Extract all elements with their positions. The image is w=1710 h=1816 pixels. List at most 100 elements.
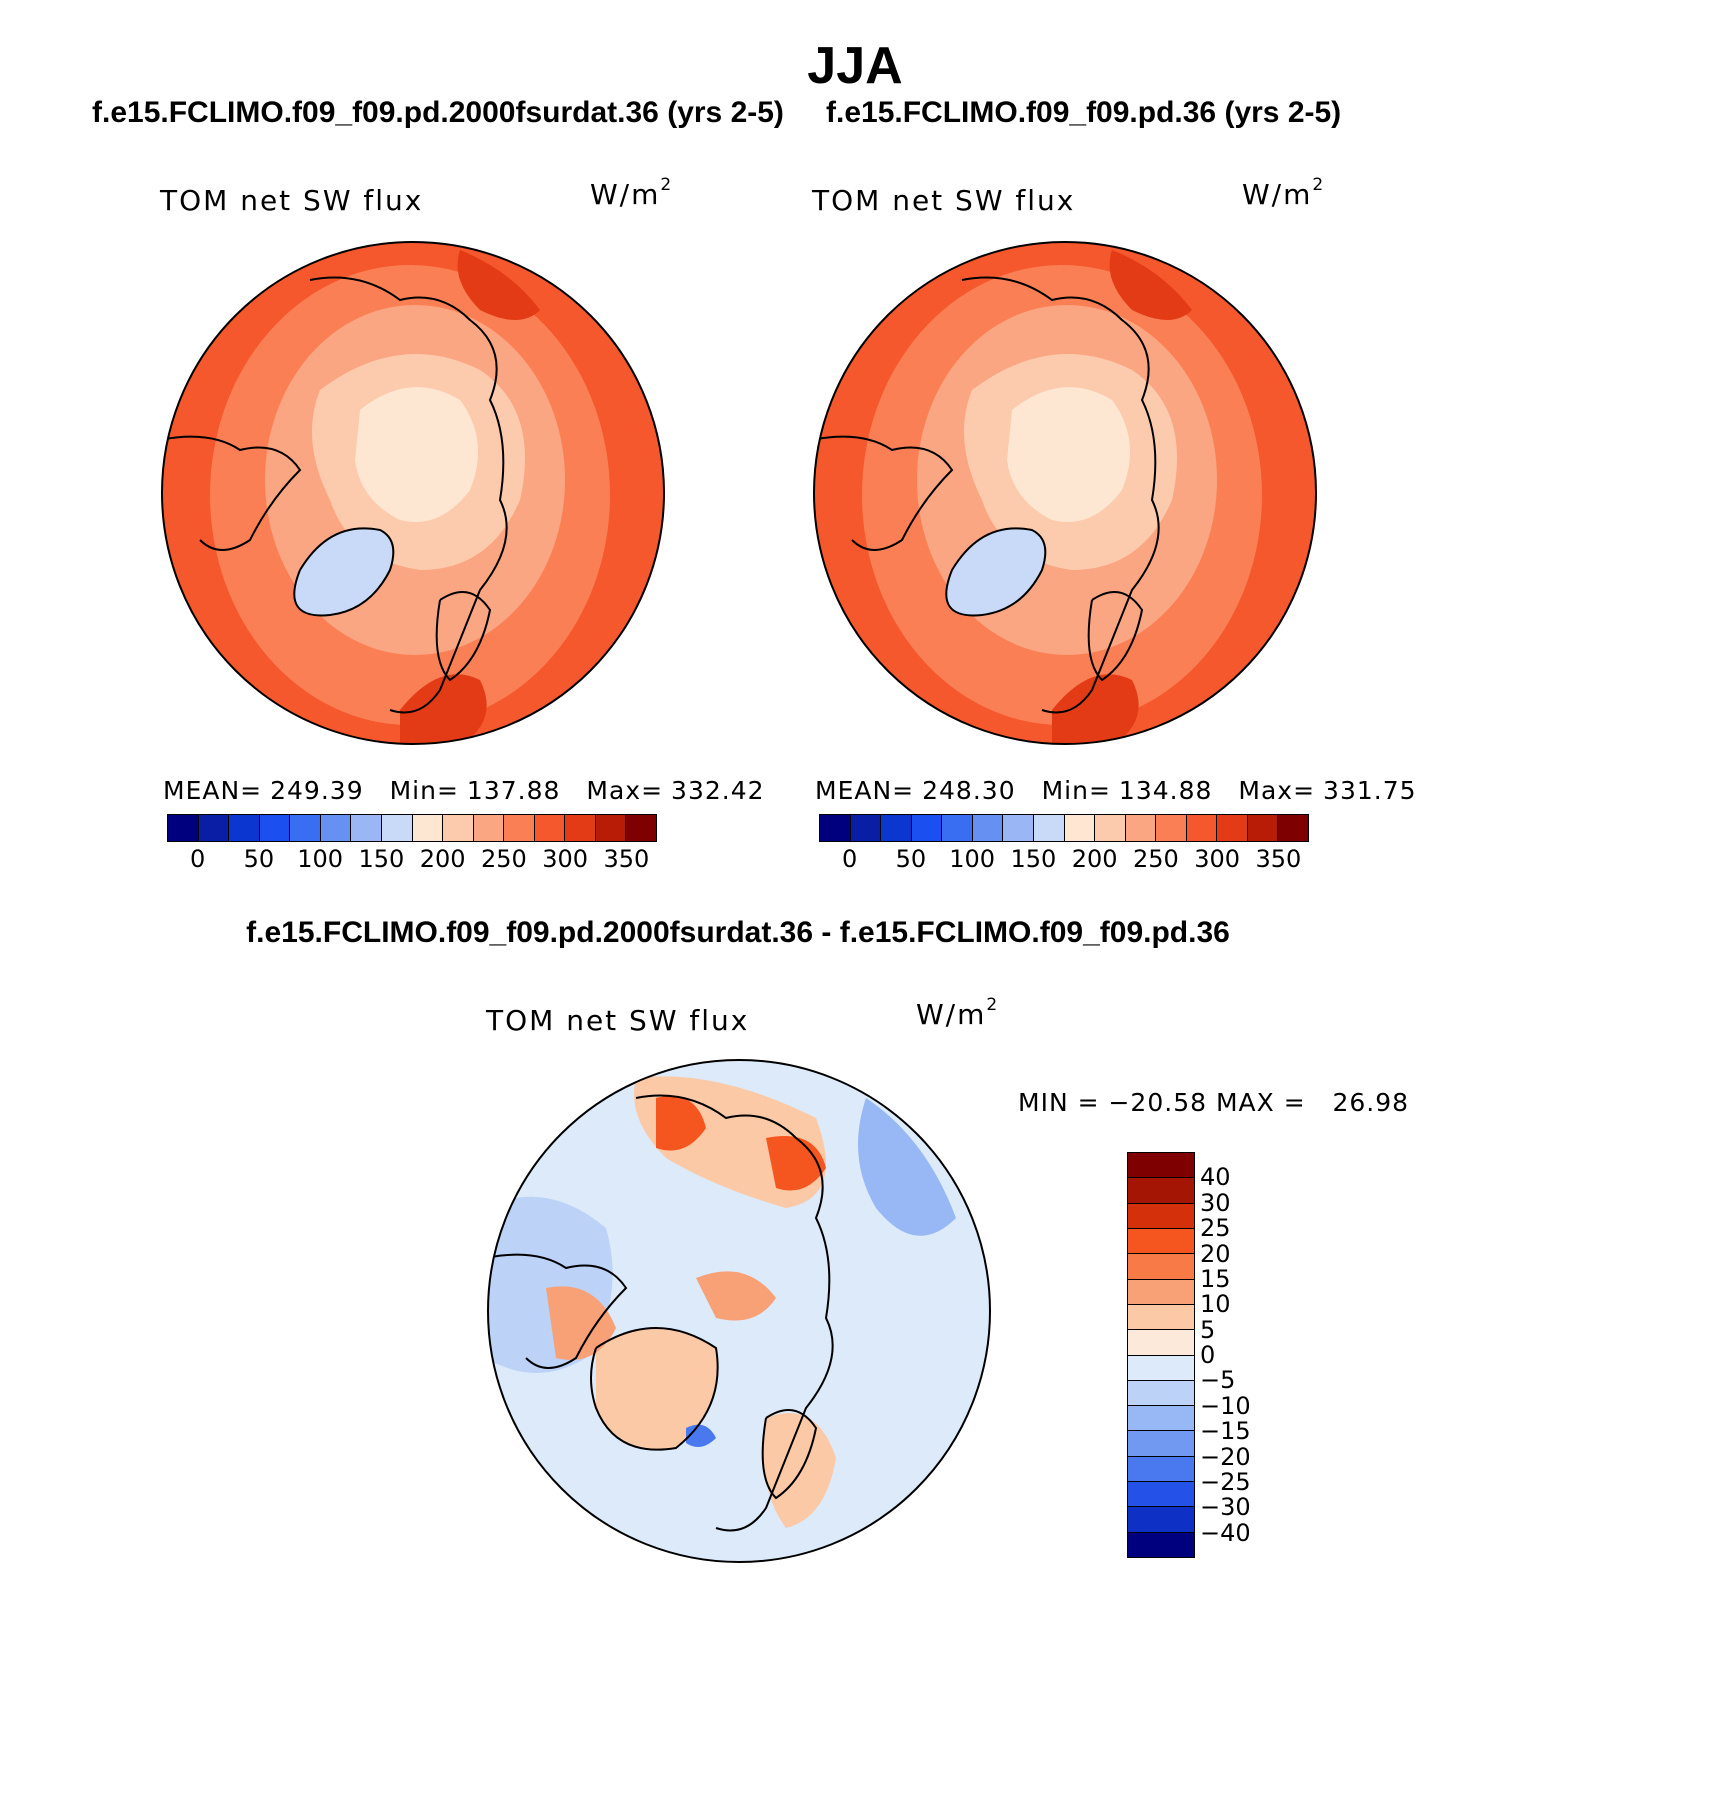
diff-coast-greenland	[590, 1327, 719, 1451]
diff-colorbar-cell	[1128, 1254, 1194, 1280]
panel1-colorbar-cell	[381, 815, 413, 841]
panel2-colorbar-tick-label: 50	[895, 845, 927, 873]
diff-coast-eurasia	[635, 1094, 834, 1532]
panel1-colorbar-tick-label: 200	[419, 845, 466, 873]
panel2-map-border	[813, 241, 1317, 745]
diff-colorbar-cell	[1128, 1380, 1194, 1407]
panel1-colorbar	[167, 814, 657, 842]
panel2-coast-greenland	[945, 527, 1047, 617]
panel2-colorbar-cell	[1064, 815, 1096, 841]
diff-field-warm-europe	[763, 1413, 836, 1528]
panel1-colorbar-cell	[168, 815, 199, 841]
panel2-colorbar-cell	[881, 815, 912, 841]
diff-colorbar-cell	[1128, 1456, 1194, 1483]
panel1-colorbar-tick-label: 100	[297, 845, 344, 873]
diff-field-hot-asia	[656, 1096, 706, 1151]
panel1-colorbar-cell	[351, 815, 382, 841]
panel1-variable-label: TOM net SW flux	[160, 184, 424, 217]
panel2-polar-map	[813, 241, 1317, 745]
panel2-field-pole	[1007, 387, 1130, 522]
panel2-coast-eurasia	[961, 276, 1160, 714]
panel2-colorbar-tick-label: 350	[1255, 845, 1302, 873]
panel1-colorbar-cell	[443, 815, 474, 841]
panel1-mean-label: MEAN=	[163, 776, 263, 805]
panel2-colorbar-tick-label: 100	[949, 845, 996, 873]
diff-colorbar-cell	[1128, 1203, 1194, 1229]
panel2-colorbar-cell	[850, 815, 882, 841]
panel2-units: W/m2	[1242, 174, 1326, 211]
panel2-stats: MEAN= 248.30 Min= 134.88 Max= 331.75	[815, 776, 1417, 805]
panel2-colorbar-ticks: 0 50 100 150 200 250 300 350	[819, 845, 1309, 875]
panel2-colorbar-cell	[1003, 815, 1034, 841]
diff-colorbar	[1127, 1152, 1195, 1558]
diff-colorbar-tick-label: −20	[1200, 1442, 1251, 1471]
diff-case-title: f.e15.FCLIMO.f09_f09.pd.2000fsurdat.36 -…	[246, 916, 1230, 949]
diff-colorbar-ticks: 40 30 25 20 15 10 5 0 −5 −10 −15 −20 −25 −30 −40	[1200, 1152, 1280, 1558]
panel2-variable-label: TOM net SW flux	[812, 184, 1076, 217]
diff-colorbar-tick-label: 5	[1200, 1315, 1216, 1344]
panel2-colorbar-cell	[1125, 815, 1157, 841]
panel1-min-value: 137.88	[466, 776, 561, 805]
figure-title: JJA	[807, 37, 903, 95]
panel1-map-border	[161, 241, 665, 745]
diff-colorbar-tick-label: 10	[1200, 1290, 1231, 1319]
panel2-colorbar-cell	[1217, 815, 1248, 841]
diff-colorbar-tick-label: −10	[1200, 1391, 1251, 1420]
panel1-colorbar-tick-label: 150	[358, 845, 405, 873]
panel1-colorbar-cell	[473, 815, 505, 841]
diff-field-hot-asia2	[766, 1136, 826, 1191]
diff-colorbar-cell	[1128, 1153, 1194, 1179]
panel1-max-value: 332.42	[671, 776, 765, 805]
diff-colorbar-tick-label: −5	[1200, 1366, 1236, 1395]
panel1-field-pole	[355, 387, 478, 522]
diff-colorbar-cell	[1128, 1228, 1194, 1255]
panel2-greenland	[946, 528, 1046, 616]
diff-colorbar-cell	[1128, 1178, 1194, 1204]
diff-map-border	[487, 1059, 991, 1563]
diff-field-warm-pole	[696, 1271, 776, 1321]
diff-colorbar-cell	[1128, 1279, 1194, 1305]
panel2-coast-america	[814, 435, 954, 551]
panel1-colorbar-cell	[565, 815, 596, 841]
diff-field-warm-west	[546, 1286, 616, 1360]
diff-field-warm-greenland	[596, 1328, 718, 1450]
panel1-colorbar-tick-label: 350	[603, 845, 650, 873]
diff-polar-map	[487, 1059, 991, 1563]
diff-coast-america	[488, 1253, 628, 1369]
diff-colorbar-tick-label: −30	[1200, 1493, 1251, 1522]
panel2-coast-scandinavia	[1087, 591, 1144, 682]
panel2-colorbar-tick-label: 200	[1071, 845, 1118, 873]
panel1-colorbar-cell	[320, 815, 352, 841]
diff-colorbar-tick-label: 40	[1200, 1163, 1231, 1192]
panel1-coast-america	[162, 435, 302, 551]
panel1-colorbar-cell	[290, 815, 321, 841]
diff-colorbar-cell	[1128, 1431, 1194, 1457]
panel1-min-label: Min=	[389, 776, 459, 805]
panel2-colorbar	[819, 814, 1309, 842]
panel2-field-hot-europe	[1052, 674, 1139, 744]
panel2-colorbar-cell	[820, 815, 851, 841]
diff-units: W/m2	[916, 994, 1000, 1031]
panel1-colorbar-cell	[259, 815, 291, 841]
panel1-field-hot-asia	[457, 250, 540, 320]
panel2-min-label: Min=	[1041, 776, 1111, 805]
panel2-colorbar-cell	[1095, 815, 1126, 841]
diff-colorbar-cell	[1128, 1304, 1194, 1331]
panel2-case-title: f.e15.FCLIMO.f09_f09.pd.36 (yrs 2-5)	[826, 96, 1342, 129]
panel1-field-hot-europe	[400, 674, 487, 744]
diff-colorbar-tick-label: 0	[1200, 1341, 1216, 1369]
panel2-colorbar-tick-label: 250	[1132, 845, 1179, 873]
diff-colorbar-cell	[1128, 1507, 1194, 1533]
diff-colorbar-cell	[1128, 1355, 1194, 1381]
diff-colorbar-tick-label: 15	[1200, 1264, 1231, 1293]
panel2-colorbar-cell	[1186, 815, 1218, 841]
panel1-units: W/m2	[590, 174, 674, 211]
panel2-field-hot-asia	[1109, 250, 1192, 320]
panel1-coast-greenland	[293, 527, 395, 617]
diff-colorbar-cell	[1128, 1532, 1194, 1557]
panel1-colorbar-tick-label: 250	[480, 845, 527, 873]
panel2-colorbar-cell	[1156, 815, 1187, 841]
panel1-colorbar-cell	[412, 815, 444, 841]
panel1-mean-value: 249.39	[270, 776, 364, 805]
panel1-colorbar-cell	[595, 815, 627, 841]
